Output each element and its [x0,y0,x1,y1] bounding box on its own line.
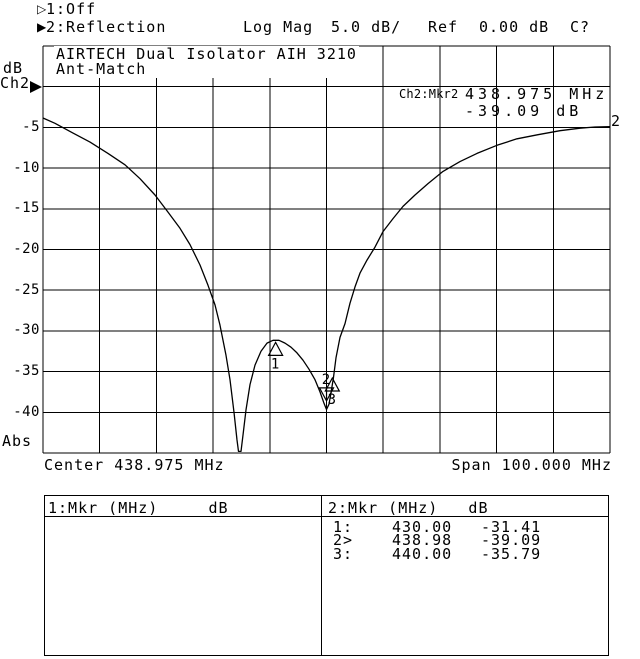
marker-table-row: 3: 440.00 -35.79 [322,544,608,563]
center-frequency-label: Center 438.975 MHz [44,456,225,474]
y-axis-unit-label: dB [3,59,24,77]
ref-label: Ref [428,18,459,36]
ref-value: 0.00 dB [479,18,550,36]
marker-level: -35.79 [481,544,542,563]
marker-table-divider [321,496,322,655]
svg-text:3: 3 [328,392,337,408]
marker-readout-frequency: 438.975 MHz [465,85,609,103]
y-axis-tick-label: -30 [13,322,40,339]
ref-level-pointer-icon [30,81,42,93]
marker-table: 1:Mkr (MHz) dB 2:Mkr (MHz) dB 1: 430.00 … [44,495,609,656]
svg-text:1: 1 [271,356,280,372]
marker-number: 1: [333,518,354,536]
marker-frequency: 438.98 [392,531,453,550]
y-axis-tick-label: -15 [13,200,40,217]
marker-table-ch2-rows: 1: 430.00 -31.41 2> 438.98 -39.09 3: 440… [322,518,608,563]
trace-number-label: 2 [611,112,622,130]
y-axis-tick-label: -5 [22,118,40,135]
ch2-measurement-label: 2:Reflection [46,18,167,36]
ch1-status-label: 1:Off [46,0,97,18]
marker-number: 3: [333,544,354,563]
marker-level: -31.41 [481,518,542,536]
scale-per-div-label: 5.0 dB/ [331,18,402,36]
y-axis-abs-label: Abs [2,432,33,450]
marker-frequency: 440.00 [392,544,453,563]
span-frequency-label: Span 100.000 MHz [451,456,612,474]
marker-table-header-row: 1:Mkr (MHz) dB 2:Mkr (MHz) dB [45,496,608,517]
cal-status: C? [570,18,591,36]
marker-frequency: 430.00 [392,518,453,536]
measurement-title: AIRTECH Dual Isolator AIH 3210 Ant-Match [54,46,359,78]
y-axis-tick-label: -40 [13,403,40,420]
marker-table-row: 2> 438.98 -39.09 [322,531,608,550]
ch2-pointer-icon: ▶ [37,20,48,34]
marker-table-row: 1: 430.00 -31.41 [322,518,608,536]
y-axis-tick-label: -25 [13,281,40,298]
marker-readout-label: Ch2:Mkr2 [399,87,459,101]
title-line-1: AIRTECH Dual Isolator AIH 3210 [56,45,357,63]
y-axis-tick-label: -20 [13,241,40,257]
marker-table-ch2-header: 2:Mkr (MHz) dB [328,499,489,517]
marker-readout-level: -39.09 dB [465,102,583,120]
y-axis-tick-label: -35 [13,363,40,380]
ch1-pointer-icon: ▷ [37,2,48,16]
format-label: Log Mag [243,18,314,36]
y-axis-tick-label: -10 [13,159,40,176]
svg-text:2: 2 [322,372,331,388]
channel-label: Ch2 [0,74,31,92]
title-line-2: Ant-Match [56,60,147,78]
marker-level: -39.09 [481,531,542,550]
marker-number: 2> [333,531,354,550]
marker-table-ch1-header: 1:Mkr (MHz) dB [48,499,229,517]
